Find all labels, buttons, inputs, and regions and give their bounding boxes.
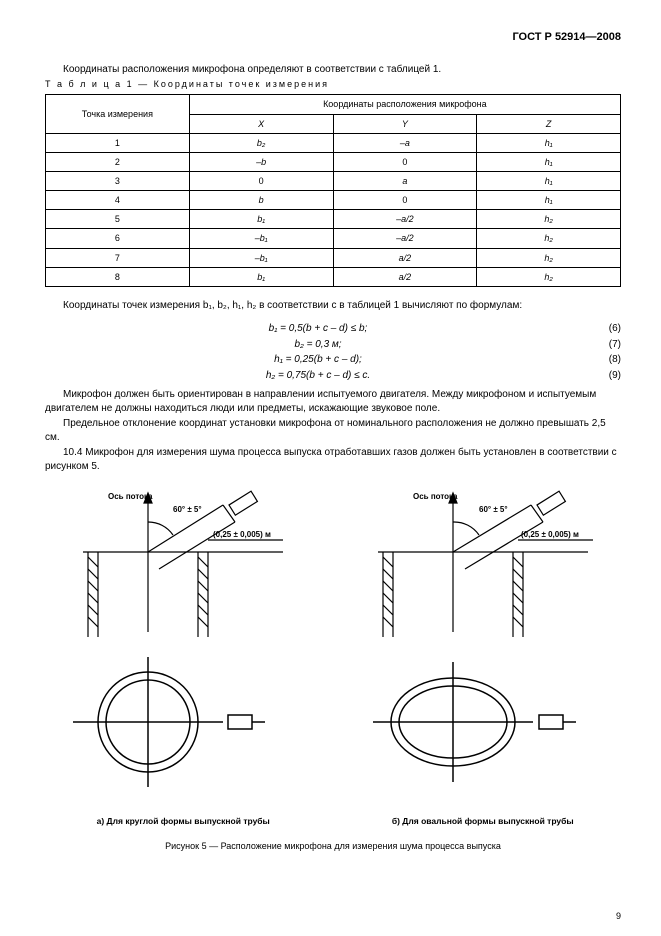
table-row: 30ah₁	[46, 172, 621, 191]
col-group-header: Координаты расположения микрофона	[189, 95, 620, 114]
dist-label: (0,25 ± 0,005) м	[521, 530, 579, 539]
figure-b-svg: Ось потока 60° ± 5° (0,25 ± 0,005) м	[353, 487, 613, 807]
paragraph: Предельное отклонение координат установк…	[45, 417, 621, 444]
col-x: X	[189, 114, 333, 133]
table-row: 7–b₁a/2h₂	[46, 248, 621, 267]
table-row: 2–b0h₁	[46, 152, 621, 171]
axis-label: Ось потока	[108, 492, 153, 501]
figure-a-caption: а) Для круглой формы выпускной трубы	[45, 816, 321, 826]
paragraph: 10.4 Микрофон для измерения шума процесс…	[45, 446, 621, 473]
figure-main-caption: Рисунок 5 — Расположение микрофона для и…	[45, 840, 621, 852]
formula-num: (7)	[591, 338, 621, 352]
formula-block: b₁ = 0,5(b + c – d) ≤ b;(6) b₂ = 0,3 м;(…	[45, 322, 621, 382]
figure-a-svg: Ось потока 60° ± 5° (0,25 ± 0,005) м	[53, 487, 313, 807]
figure-b: Ось потока 60° ± 5° (0,25 ± 0,005) м б) …	[345, 487, 621, 826]
page: ГОСТ Р 52914—2008 Координаты расположени…	[0, 0, 661, 936]
page-number: 9	[616, 910, 621, 922]
formula: h₁ = 0,25(b + c – d);	[45, 353, 591, 367]
paragraph: Микрофон должен быть ориентирован в напр…	[45, 388, 621, 415]
figure-b-caption: б) Для овальной формы выпускной трубы	[345, 816, 621, 826]
doc-header: ГОСТ Р 52914—2008	[45, 30, 621, 45]
figure-a: Ось потока 60° ± 5° (0,25 ± 0,005) м а) …	[45, 487, 321, 826]
after-table-text: Координаты точек измерения b₁, b₂, h₁, h…	[45, 299, 621, 313]
angle-label: 60° ± 5°	[173, 505, 202, 514]
table-row: 5b₁–a/2h₂	[46, 210, 621, 229]
table-row: 6–b₁–a/2h₂	[46, 229, 621, 248]
intro-paragraph: Координаты расположения микрофона опреде…	[45, 63, 621, 77]
axis-label: Ось потока	[413, 492, 458, 501]
formula: b₂ = 0,3 м;	[45, 338, 591, 352]
formula-num: (8)	[591, 353, 621, 367]
table-row: 4b0h₁	[46, 191, 621, 210]
formula-num: (9)	[591, 369, 621, 383]
dist-label: (0,25 ± 0,005) м	[213, 530, 271, 539]
angle-label: 60° ± 5°	[479, 505, 508, 514]
coordinates-table: Точка измерения Координаты расположения …	[45, 94, 621, 286]
table-row: 8b₁a/2h₂	[46, 267, 621, 286]
figure-row: Ось потока 60° ± 5° (0,25 ± 0,005) м а) …	[45, 487, 621, 826]
formula: h₂ = 0,75(b + c – d) ≤ c.	[45, 369, 591, 383]
col-z: Z	[477, 114, 621, 133]
formula: b₁ = 0,5(b + c – d) ≤ b;	[45, 322, 591, 336]
table-caption: Т а б л и ц а 1 — Координаты точек измер…	[45, 78, 621, 90]
formula-num: (6)	[591, 322, 621, 336]
table-row: 1b₂–ah₁	[46, 133, 621, 152]
col-y: Y	[333, 114, 477, 133]
col-header-point: Точка измерения	[46, 95, 190, 133]
